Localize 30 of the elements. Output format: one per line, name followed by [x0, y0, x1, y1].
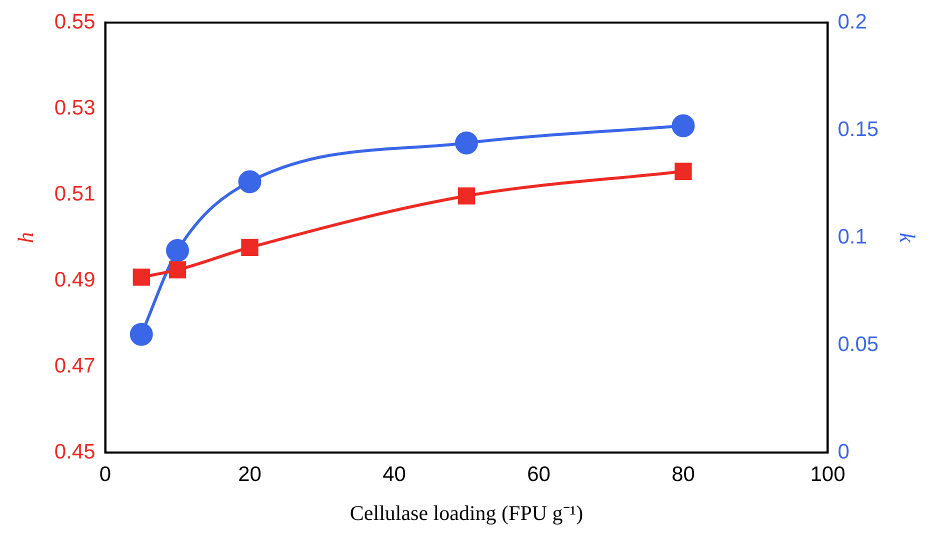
point [238, 170, 262, 194]
point [672, 114, 695, 138]
x-tick-label: 80 [672, 462, 695, 486]
point [168, 261, 186, 278]
y2-tick-label: 0.2 [838, 10, 867, 34]
y2-tick-label: 0.1 [838, 225, 867, 248]
y-tick-label: 0.51 [54, 182, 96, 206]
point [241, 238, 258, 256]
y-tick-label: 0.49 [54, 268, 96, 292]
point [458, 187, 476, 204]
y-tick-label: 0.55 [54, 10, 96, 34]
x-axis-title: Cellulase loading (FPU g⁻¹) [350, 500, 584, 525]
y-axis-title: h [12, 232, 38, 244]
y2-axis-title: k [895, 232, 920, 244]
point [455, 132, 478, 154]
x-tick-label: 100 [810, 462, 846, 486]
x-tick-label: 20 [238, 462, 262, 486]
point [674, 162, 692, 180]
x-tick-label: 0 [99, 462, 112, 486]
y2-tick-label: 0.15 [838, 118, 879, 141]
y2-tick-label: 0.05 [838, 332, 879, 356]
point [130, 322, 153, 346]
y2-tick-label: 0 [838, 440, 850, 464]
y-tick-label: 0.45 [54, 440, 96, 464]
point [166, 239, 190, 262]
x-tick-label: 60 [527, 462, 550, 486]
y-tick-label: 0.53 [54, 96, 96, 120]
point [132, 268, 150, 286]
x-tick-label: 40 [382, 462, 406, 486]
y-tick-label: 0.47 [54, 354, 96, 378]
